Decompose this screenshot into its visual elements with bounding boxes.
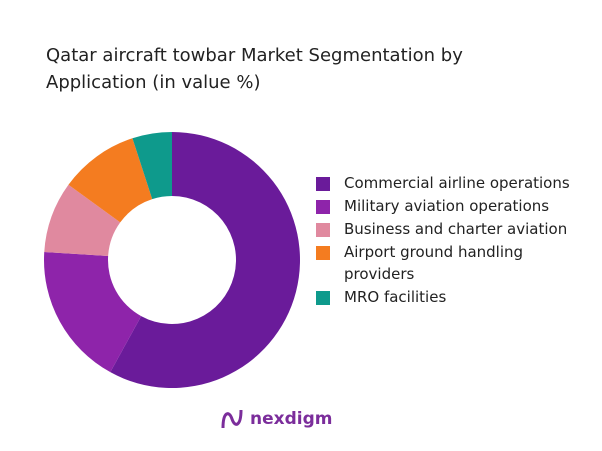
legend-swatch <box>316 291 330 305</box>
legend-swatch <box>316 200 330 214</box>
donut-slice <box>43 251 142 373</box>
legend-label: Business and charter aviation <box>344 220 568 238</box>
legend: Commercial airline operations Military av… <box>316 172 586 309</box>
logo: nexdigm <box>220 406 332 432</box>
legend-swatch <box>316 246 330 260</box>
legend-item: Military aviation operations <box>316 195 586 217</box>
donut-slice <box>132 132 172 200</box>
legend-swatch <box>316 223 330 237</box>
legend-item: Airport ground handling providers <box>316 241 586 285</box>
donut-slice <box>44 184 121 256</box>
logo-text: nexdigm <box>250 409 333 429</box>
legend-label: Airport ground handling providers <box>344 243 524 283</box>
legend-item: MRO facilities <box>316 286 586 308</box>
legend-label: Military aviation operations <box>344 197 550 215</box>
logo-icon <box>221 409 243 429</box>
legend-label: MRO facilities <box>344 288 447 306</box>
donut-slice <box>68 138 153 223</box>
legend-item: Commercial airline operations <box>316 172 586 194</box>
legend-swatch <box>316 177 330 191</box>
donut-slice <box>110 132 300 388</box>
chart-title: Qatar aircraft towbar Market Segmentatio… <box>46 45 463 93</box>
legend-item: Business and charter aviation <box>316 218 586 240</box>
legend-label: Commercial airline operations <box>344 174 570 192</box>
